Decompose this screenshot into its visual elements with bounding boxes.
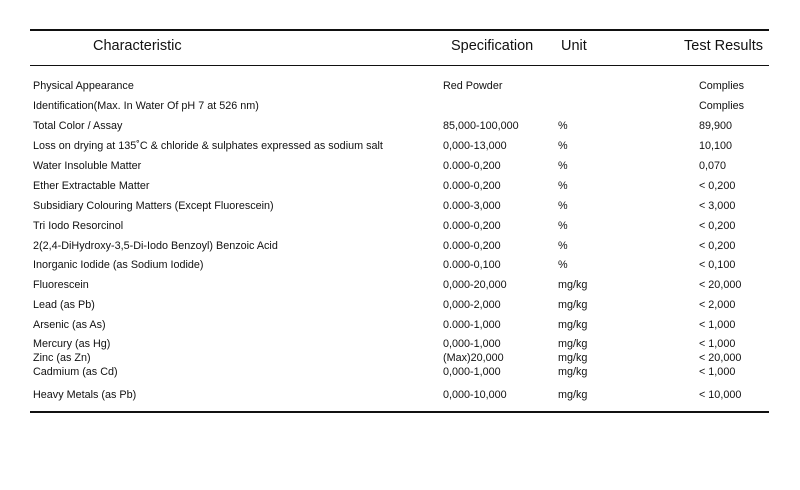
cell-characteristic: Identification(Max. In Water Of pH 7 at …	[33, 100, 259, 112]
cell-unit: %	[558, 120, 568, 132]
cell-specification: (Max)20,000	[443, 352, 504, 364]
cell-characteristic: Arsenic (as As)	[33, 319, 106, 331]
table-row: 2(2,4-DiHydroxy-3,5-Di-Iodo Benzoyl) Ben…	[0, 240, 800, 254]
table-row: Inorganic Iodide (as Sodium Iodide) 0.000…	[0, 259, 800, 273]
cell-characteristic: Fluorescein	[33, 279, 89, 291]
cell-characteristic: Mercury (as Hg)	[33, 338, 111, 350]
cell-test-result: < 1,000	[699, 338, 736, 350]
cell-test-result: < 20,000	[699, 352, 742, 364]
table-row: Heavy Metals (as Pb) 0,000-10,000 mg/kg < 1…	[0, 389, 800, 403]
table-row: Ether Extractable Matter 0.000-0,200% < 0,…	[0, 180, 800, 194]
table-bottom-rule	[30, 411, 769, 413]
cell-test-result: < 10,000	[699, 389, 742, 401]
table-row: Zinc (as Zn) (Max)20,000 mg/kg < 20,000	[0, 352, 800, 366]
cell-unit: mg/kg	[558, 319, 588, 331]
cell-test-result: < 1,000	[699, 319, 736, 331]
cell-characteristic: Heavy Metals (as Pb)	[33, 389, 137, 401]
table-row: Cadmium (as Cd) 0,000-1,000 mg/kg < 1,000	[0, 366, 800, 380]
cell-specification: 0.000-0,100	[443, 259, 501, 271]
cell-characteristic: Total Color / Assay	[33, 120, 123, 132]
cell-unit: mg/kg	[558, 389, 588, 401]
cell-test-result: < 20,000	[699, 279, 742, 291]
cell-characteristic: Cadmium (as Cd)	[33, 366, 118, 378]
table-row: Loss on drying at 135˚C & chloride & sul…	[0, 140, 800, 154]
cell-characteristic: Zinc (as Zn)	[33, 352, 91, 364]
header-test-results: Test Results	[684, 38, 763, 54]
table-row: Physical Appearance Red Powder Complies	[0, 80, 800, 94]
cell-unit: %	[558, 259, 568, 271]
cell-unit: %	[558, 140, 568, 152]
cell-characteristic: Water Insoluble Matter	[33, 160, 142, 172]
table-row: Subsidiary Colouring Matters (Except Flu…	[0, 200, 800, 214]
table-row: Mercury (as Hg) 0,000-1,000 mg/kg < 1,000	[0, 338, 800, 352]
cell-specification: Red Powder	[443, 80, 503, 92]
cell-test-result: Complies	[699, 100, 745, 112]
table-row: Arsenic (as As) 0.000-1,000 mg/kg < 1,000	[0, 319, 800, 333]
table-row: Fluorescein 0,000-20,000 mg/kg < 20,000	[0, 279, 800, 293]
cell-characteristic: Ether Extractable Matter	[33, 180, 150, 192]
header-specification: Specification	[451, 38, 534, 54]
table-row: Total Color / Assay 85,000-100,000% 89,900	[0, 120, 800, 134]
table-row: Water Insoluble Matter 0.000-0,200% 0,070	[0, 160, 800, 174]
header-rule	[30, 65, 769, 66]
cell-test-result: Complies	[699, 80, 745, 92]
cell-test-result: 10,100	[699, 140, 733, 152]
table-row: Identification(Max. In Water Of pH 7 at …	[0, 100, 800, 114]
cell-specification: 0.000-3,000	[443, 200, 501, 212]
cell-unit: mg/kg	[558, 352, 588, 364]
header-unit: Unit	[561, 38, 587, 54]
cell-unit: mg/kg	[558, 338, 588, 350]
table-row: Tri Iodo Resorcinol 0.000-0,200% < 0,200	[0, 220, 800, 234]
cell-unit: %	[558, 160, 568, 172]
cell-unit: %	[558, 200, 568, 212]
cell-characteristic: Tri Iodo Resorcinol	[33, 220, 124, 232]
cell-specification: 0,000-1,000	[443, 338, 501, 350]
cell-test-result: < 0,200	[699, 240, 736, 252]
cell-specification: 0.000-0,200	[443, 180, 501, 192]
cell-specification: 85,000-100,000	[443, 120, 519, 132]
cell-specification: 0.000-1,000	[443, 319, 501, 331]
cell-test-result: 0,070	[699, 160, 727, 172]
cell-specification: 0,000-20,000	[443, 279, 507, 291]
table-row: Lead (as Pb) 0,000-2,000 mg/kg < 2,000	[0, 299, 800, 313]
cell-specification: 0,000-1,000	[443, 366, 501, 378]
header-characteristic: Characteristic	[93, 38, 182, 54]
cell-characteristic: Lead (as Pb)	[33, 299, 95, 311]
cell-characteristic: Loss on drying at 135˚C & chloride & sul…	[33, 140, 383, 152]
cell-test-result: < 3,000	[699, 200, 736, 212]
cell-unit: mg/kg	[558, 366, 588, 378]
cell-test-result: < 0,200	[699, 180, 736, 192]
cell-unit: %	[558, 240, 568, 252]
cell-characteristic: 2(2,4-DiHydroxy-3,5-Di-Iodo Benzoyl) Ben…	[33, 240, 278, 252]
cell-specification: 0,000-10,000	[443, 389, 507, 401]
cell-unit: %	[558, 220, 568, 232]
cell-test-result: < 0,100	[699, 259, 736, 271]
cell-specification: 0,000-13,000	[443, 140, 507, 152]
cell-specification: 0,000-2,000	[443, 299, 501, 311]
cell-characteristic: Physical Appearance	[33, 80, 134, 92]
cell-test-result: < 2,000	[699, 299, 736, 311]
table-top-rule	[30, 29, 769, 31]
cell-test-result: < 0,200	[699, 220, 736, 232]
cell-specification: 0.000-0,200	[443, 160, 501, 172]
cell-specification: 0.000-0,200	[443, 220, 501, 232]
cell-test-result: < 1,000	[699, 366, 736, 378]
cell-unit: mg/kg	[558, 299, 588, 311]
cell-test-result: 89,900	[699, 120, 733, 132]
cell-characteristic: Subsidiary Colouring Matters (Except Flu…	[33, 200, 274, 212]
cell-unit: mg/kg	[558, 279, 588, 291]
cell-specification: 0.000-0,200	[443, 240, 501, 252]
cell-unit: %	[558, 180, 568, 192]
cell-characteristic: Inorganic Iodide (as Sodium Iodide)	[33, 259, 204, 271]
